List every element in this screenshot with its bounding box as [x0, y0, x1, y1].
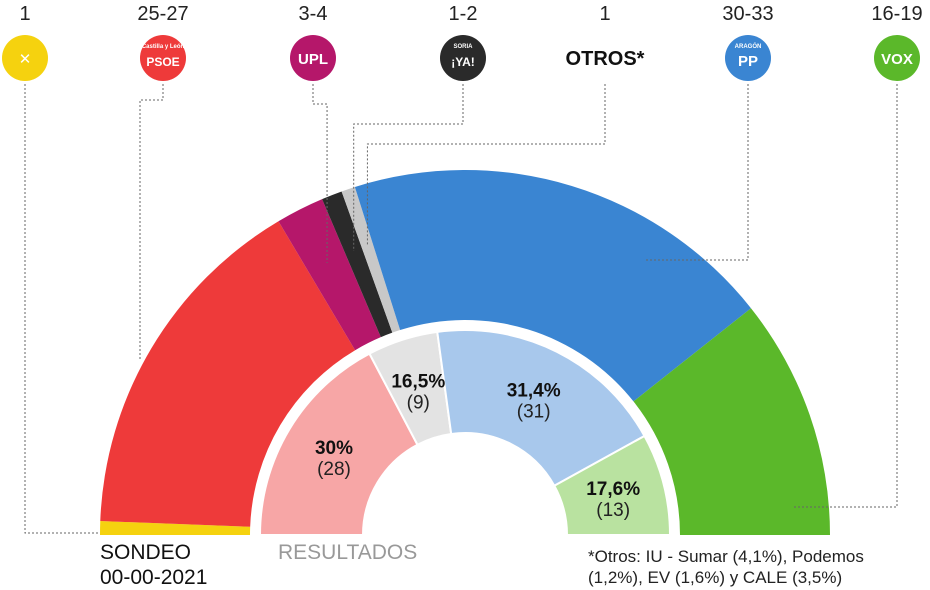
- sondeo-label: SONDEO: [100, 541, 192, 564]
- logo-text-psoe: PSOE: [146, 55, 179, 69]
- logo-circle-upl: [290, 35, 336, 81]
- sondeo-ring: [100, 170, 830, 535]
- resultados-seats-psoe: (28): [317, 459, 351, 480]
- leader-soria: [353, 84, 464, 252]
- leader-upl: [312, 84, 328, 263]
- leader-otros: [366, 84, 606, 247]
- leader-xav: [24, 84, 100, 534]
- logo-sub-pp: ARAGÓN: [735, 42, 762, 50]
- seats-upl: 3-4: [299, 3, 328, 25]
- resultados-seats-vox: (13): [596, 500, 630, 521]
- logo-circle-pp: [725, 35, 771, 81]
- resultados-pct-psoe: 30%: [315, 438, 353, 459]
- seats-soria: 1-2: [449, 3, 478, 25]
- resultados-segment-vox: [552, 434, 672, 536]
- logo-text-xav: ✕: [19, 51, 32, 68]
- logo-circle-vox: [874, 35, 920, 81]
- logo-circle-soria: [440, 35, 486, 81]
- sondeo-segment-xav: [100, 521, 251, 535]
- sondeo-segment-soria: [322, 191, 393, 338]
- leader-vox: [793, 84, 898, 508]
- resultados-seats-otros: (9): [407, 392, 430, 413]
- logo-sub-soria: SORIA: [453, 44, 473, 50]
- resultados-ring: [258, 329, 672, 536]
- logo-circle-psoe: [140, 35, 186, 81]
- seats-vox: 16-19: [871, 3, 922, 25]
- logo-text-upl: UPL: [298, 51, 328, 68]
- resultados-label: RESULTADOS: [278, 541, 418, 564]
- resultados-segment-pp: [436, 329, 646, 488]
- logo-text-pp: PP: [738, 53, 758, 70]
- seats-psoe: 25-27: [137, 3, 188, 25]
- footnote: *Otros: IU - Sumar (4,1%), Podemos (1,2%…: [588, 547, 864, 587]
- logo-otros: OTROS*: [566, 48, 645, 70]
- party-header-row: 1 ✕ 25-27 Castilla y León PSOE 3-4 UPL 1-2 SORIA…: [2, 3, 923, 81]
- sondeo-segment-upl: [278, 199, 381, 351]
- seats-xav: 1: [19, 3, 30, 25]
- seat-semicircle-chart: 1 ✕ 25-27 Castilla y León PSOE 3-4 UPL 1-2 SORIA…: [2, 3, 923, 536]
- sondeo-date: 00-00-2021: [100, 566, 208, 589]
- resultados-pct-pp: 31,4%: [507, 380, 561, 401]
- sondeo-segment-psoe: [100, 221, 356, 527]
- seats-otros: 1: [599, 3, 610, 25]
- sondeo-segment-vox: [633, 308, 830, 535]
- resultados-pct-vox: 17,6%: [586, 479, 640, 500]
- leader-lines: [24, 84, 898, 534]
- leader-pp: [645, 84, 749, 261]
- resultados-pct-otros: 16,5%: [391, 371, 445, 392]
- logo-text-soria: ¡YA!: [451, 55, 475, 69]
- resultados-segment-psoe: [258, 352, 419, 536]
- logo-text-vox: VOX: [881, 51, 913, 68]
- seats-pp: 30-33: [722, 3, 773, 25]
- sondeo-segment-pp: [354, 170, 751, 402]
- resultados-labels: 30%(28) 16,5%(9) 31,4%(31) 17,6%(13): [315, 371, 640, 521]
- leader-psoe: [139, 84, 164, 360]
- sondeo-segment-otros: [341, 187, 401, 333]
- resultados-seats-pp: (31): [517, 401, 551, 422]
- logo-sub-psoe: Castilla y León: [142, 44, 185, 50]
- logo-circle-xav: [2, 35, 48, 81]
